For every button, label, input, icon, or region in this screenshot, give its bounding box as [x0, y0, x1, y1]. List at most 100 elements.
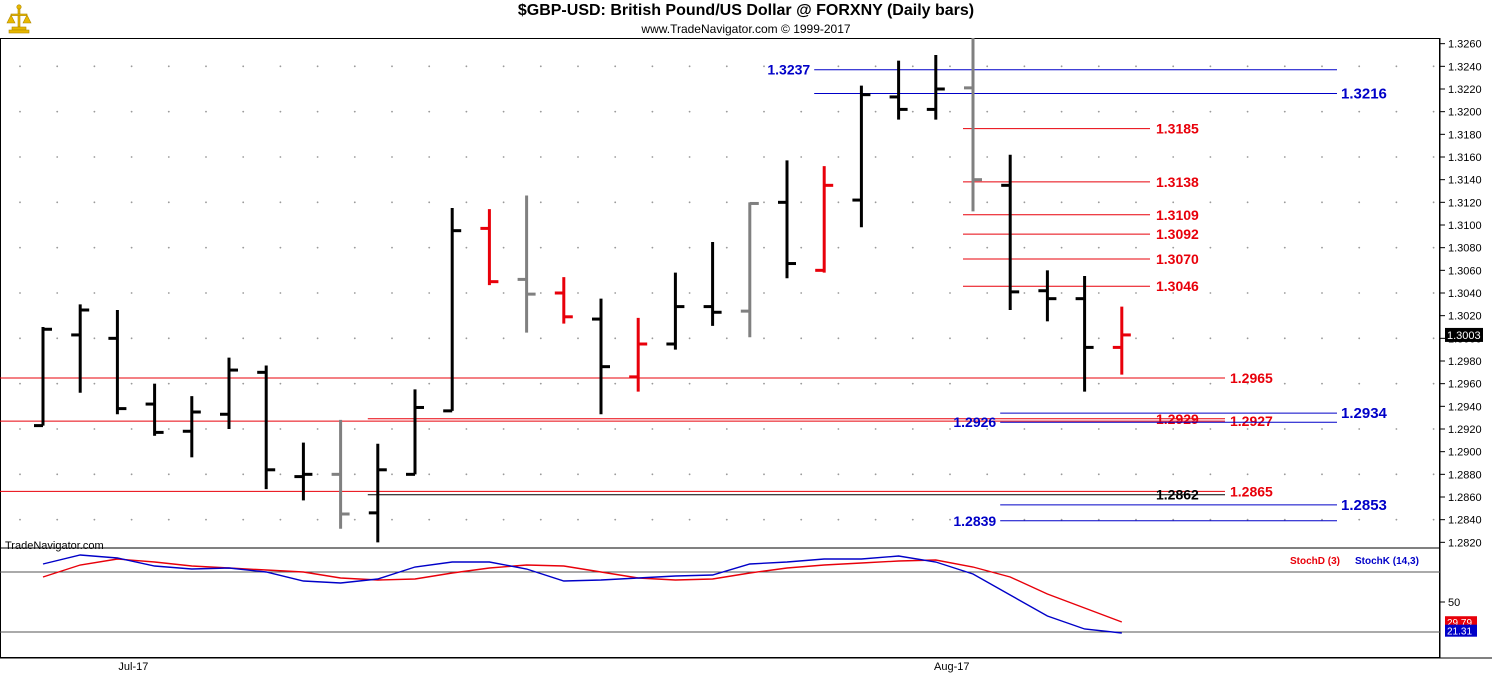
- grid-dot: [577, 292, 579, 294]
- ohlc-bar: [368, 443, 387, 543]
- grid-dot: [316, 292, 319, 294]
- grid-dot: [651, 110, 654, 113]
- grid-dot: [391, 201, 393, 204]
- grid-dot: [353, 292, 356, 294]
- grid-dot: [1246, 518, 1249, 521]
- grid-dot: [651, 428, 654, 430]
- grid-dot: [837, 156, 840, 158]
- grid-dot: [1209, 518, 1212, 521]
- grid-dot: [725, 518, 728, 521]
- grid-dot: [725, 201, 728, 204]
- chart-subtitle: www.TradeNavigator.com © 1999-2017: [641, 22, 851, 36]
- grid-dot: [614, 382, 617, 385]
- grid-dot: [1321, 201, 1323, 204]
- grid-dot: [502, 428, 505, 430]
- ohlc-bar: [406, 389, 424, 476]
- grid-dot: [837, 337, 840, 340]
- level-label: 1.2926: [953, 414, 996, 430]
- grid-dot: [167, 473, 170, 476]
- grid-dot: [391, 382, 393, 385]
- grid-dot: [93, 65, 96, 68]
- grid-dot: [539, 65, 542, 68]
- grid-dot: [1283, 110, 1286, 113]
- grid-dot: [614, 518, 617, 521]
- grid-dot: [1432, 518, 1435, 521]
- grid-dot: [19, 292, 21, 294]
- grid-dot: [1432, 382, 1435, 385]
- ohlc-bar: [852, 85, 871, 228]
- grid-dot: [1432, 201, 1435, 204]
- grid-dot: [56, 382, 59, 385]
- grid-dot: [279, 156, 282, 158]
- grid-dot: [1321, 428, 1323, 430]
- grid-dot: [502, 292, 505, 294]
- grid-dot: [1321, 337, 1323, 340]
- grid-dot: [1172, 292, 1175, 294]
- grid-dot: [428, 382, 431, 385]
- ohlc-bar: [1112, 306, 1131, 375]
- price-tick-label: 1.3260: [1448, 39, 1482, 51]
- grid-dot: [911, 428, 914, 430]
- grid-dot: [837, 246, 840, 249]
- grid-dot: [93, 156, 96, 158]
- level-label: 1.2929: [1156, 411, 1199, 427]
- grid-dot: [688, 382, 691, 385]
- grid-dot: [1135, 518, 1137, 521]
- grid-dot: [93, 382, 96, 385]
- grid-dot: [391, 518, 393, 521]
- grid-dot: [1023, 110, 1026, 113]
- grid-dot: [353, 473, 356, 476]
- grid-dot: [1209, 156, 1212, 158]
- grid-dot: [1246, 246, 1249, 249]
- grid-dot: [1060, 110, 1063, 113]
- ohlc-bar: [815, 166, 834, 273]
- grid-dot: [1432, 65, 1435, 68]
- grid-dot: [19, 518, 21, 521]
- grid-dot: [577, 337, 579, 340]
- grid-dot: [93, 337, 96, 340]
- grid-dot: [1172, 473, 1175, 476]
- grid-dot: [391, 428, 393, 430]
- grid-dot: [1209, 428, 1212, 430]
- grid-dot: [911, 292, 914, 294]
- grid-dot: [1097, 201, 1100, 204]
- grid-dot: [130, 473, 133, 476]
- grid-dot: [1097, 473, 1100, 476]
- grid-dot: [725, 382, 728, 385]
- ohlc-bars: [34, 38, 1131, 543]
- grid-dot: [1283, 473, 1286, 476]
- grid-dot: [539, 110, 542, 113]
- grid-dot: [1135, 156, 1137, 158]
- grid-dot: [539, 382, 542, 385]
- grid-dot: [130, 337, 133, 340]
- grid-dot: [130, 65, 133, 68]
- ohlc-bar: [964, 38, 982, 212]
- grid-dot: [167, 110, 170, 113]
- grid-dot: [279, 518, 282, 521]
- grid-dot: [19, 156, 21, 158]
- grid-dot: [800, 337, 803, 340]
- ohlc-bar: [703, 242, 722, 326]
- grid-dot: [428, 428, 431, 430]
- grid-dot: [1097, 518, 1100, 521]
- grid-dot: [577, 246, 579, 249]
- stoch-last-label: 29.79: [1447, 618, 1472, 629]
- level-label: 1.3138: [1156, 174, 1199, 190]
- grid-dot: [130, 246, 133, 249]
- grid-dot: [911, 246, 914, 249]
- grid-dot: [279, 382, 282, 385]
- grid-dot: [56, 156, 59, 158]
- grid-dot: [1023, 428, 1026, 430]
- grid-dot: [1135, 110, 1137, 113]
- grid-dot: [1209, 473, 1212, 476]
- grid-dot: [56, 65, 59, 68]
- grid-dot: [800, 382, 803, 385]
- grid-dot: [205, 428, 207, 430]
- grid-dot: [1060, 246, 1063, 249]
- grid-dot: [949, 473, 951, 476]
- grid-dot: [949, 201, 951, 204]
- grid-dot: [577, 518, 579, 521]
- grid-dot: [949, 65, 951, 68]
- grid-dot: [1395, 473, 1398, 476]
- grid-dot: [800, 292, 803, 294]
